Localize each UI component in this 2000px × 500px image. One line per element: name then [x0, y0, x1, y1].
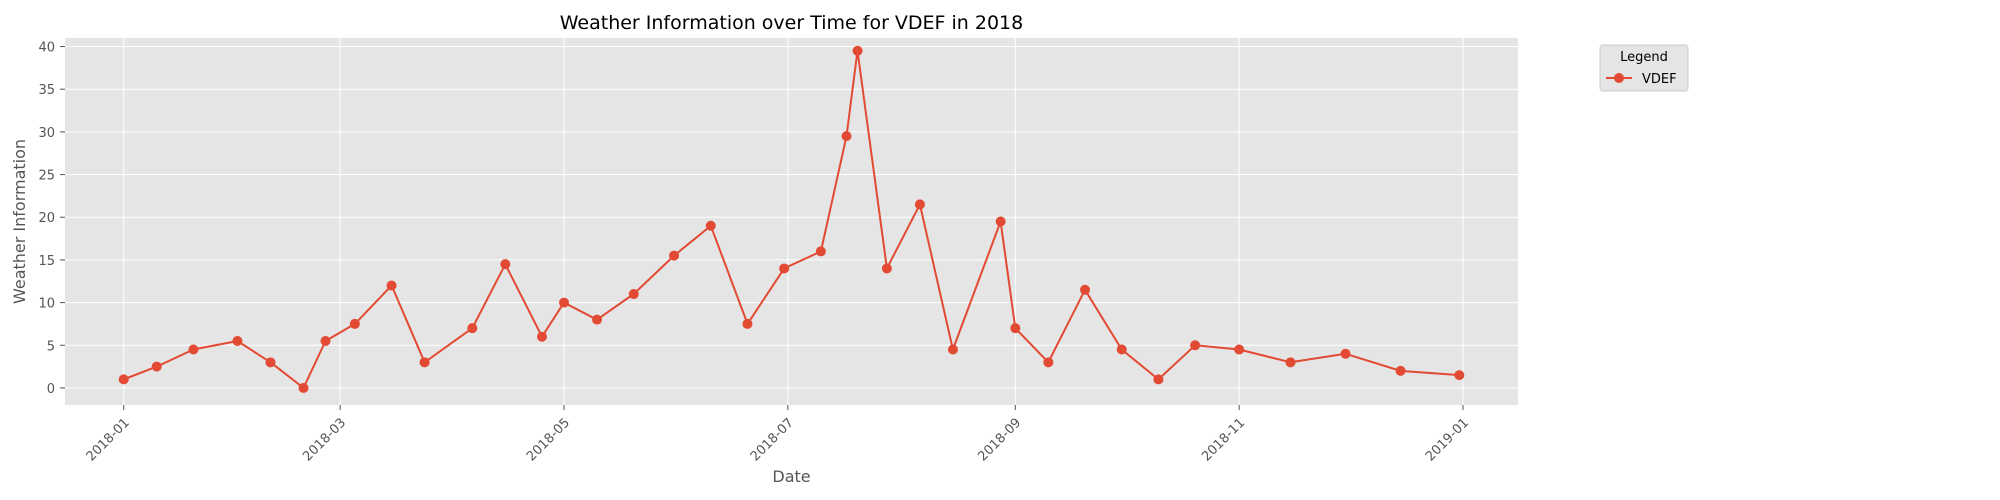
x-tick-label: 2018-11: [1199, 415, 1248, 464]
data-point: [852, 45, 863, 56]
x-tick-label: 2018-01: [84, 415, 133, 464]
data-point: [628, 289, 639, 300]
data-point: [298, 382, 309, 393]
y-axis-ticks: 0 5 10 15 20 25 30 35 40: [38, 41, 65, 397]
data-point: [592, 314, 603, 325]
data-point: [232, 335, 243, 346]
data-point: [779, 263, 790, 274]
y-tick-label: 30: [38, 126, 55, 141]
data-point: [536, 331, 547, 342]
data-point: [1153, 374, 1164, 385]
data-point: [1395, 365, 1406, 376]
legend-swatch-marker: [1614, 73, 1624, 83]
series-layer: [118, 45, 1465, 393]
y-tick-label: 5: [47, 339, 55, 354]
chart-title: Weather Information over Time for VDEF i…: [560, 12, 1024, 34]
data-point: [467, 323, 478, 334]
data-point: [1454, 370, 1465, 381]
data-point: [1010, 323, 1021, 334]
x-tick-label: 2018-07: [748, 415, 797, 464]
legend-title: Legend: [1620, 50, 1668, 65]
data-point: [705, 220, 716, 231]
y-tick-label: 0: [47, 382, 55, 397]
data-point: [1285, 357, 1296, 368]
x-axis-ticks: 2018-01 2018-03 2018-05 2018-07 2018-09 2018-…: [84, 405, 1472, 464]
data-point: [1116, 344, 1127, 355]
data-point: [419, 357, 430, 368]
series-line-vdef: [123, 49, 1460, 389]
data-point: [1234, 344, 1245, 355]
y-tick-label: 35: [38, 83, 55, 98]
x-tick-label: 2018-09: [975, 415, 1024, 464]
data-point: [881, 263, 892, 274]
data-point: [1080, 284, 1091, 295]
gridlines: [65, 38, 1518, 405]
x-tick-label: 2018-05: [524, 415, 573, 464]
x-axis-label: Date: [772, 467, 810, 486]
legend: Legend VDEF: [1599, 44, 1689, 92]
data-point: [841, 131, 852, 142]
legend-label-vdef: VDEF: [1642, 72, 1677, 87]
data-point: [1043, 357, 1054, 368]
y-tick-label: 15: [38, 254, 55, 269]
data-point: [500, 259, 511, 270]
data-point: [914, 199, 925, 210]
data-point: [1190, 340, 1201, 351]
data-point: [995, 216, 1006, 227]
y-tick-label: 40: [38, 41, 55, 56]
data-point: [320, 335, 331, 346]
data-point: [188, 344, 199, 355]
x-tick-label: 2019-01: [1423, 415, 1472, 464]
data-point: [265, 357, 276, 368]
data-point: [559, 297, 570, 308]
y-tick-label: 20: [38, 211, 55, 226]
data-point: [947, 344, 958, 355]
data-point: [742, 318, 753, 329]
x-tick-label: 2018-03: [300, 415, 349, 464]
y-tick-label: 25: [38, 169, 55, 184]
data-point: [349, 318, 360, 329]
data-point: [1340, 348, 1351, 359]
data-point: [669, 250, 680, 261]
data-point: [151, 361, 162, 372]
data-point: [386, 280, 397, 291]
y-tick-label: 10: [38, 297, 55, 312]
y-axis-label: Weather Information: [10, 139, 29, 304]
data-point: [118, 374, 129, 385]
data-point: [815, 246, 826, 257]
plot-area: [65, 38, 1518, 405]
